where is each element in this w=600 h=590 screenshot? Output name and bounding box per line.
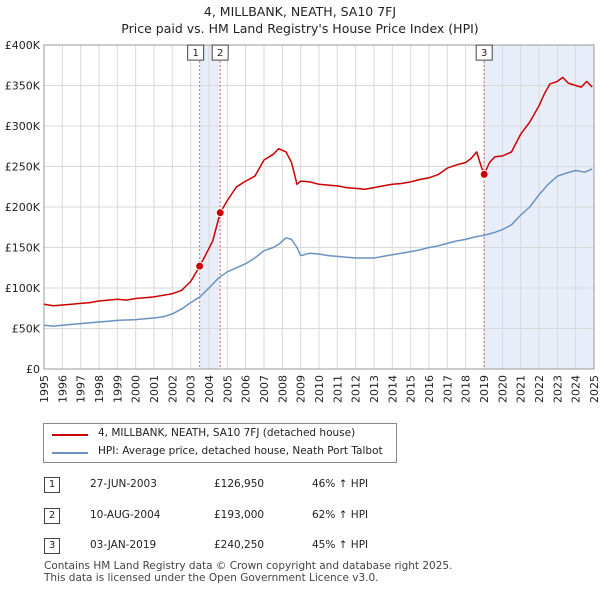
- x-tick-label: 1996: [56, 375, 69, 403]
- sale-marker-label: 2: [217, 48, 223, 59]
- transaction-hpi: 46% ↑ HPI: [312, 478, 369, 490]
- y-tick-label: £350K: [5, 80, 41, 93]
- x-tick-label: 2008: [276, 375, 289, 403]
- x-tick-label: 2002: [166, 375, 179, 403]
- sale-marker-label: 3: [481, 48, 487, 59]
- x-tick-label: 2013: [368, 375, 381, 403]
- chart-subtitle: Price paid vs. HM Land Registry's House …: [121, 21, 479, 36]
- y-tick-label: £200K: [5, 201, 41, 214]
- legend-item-hpi: HPI: Average price, detached house, Neat…: [44, 444, 396, 462]
- transaction-row: 3 03-JAN-2019 £240,250 45% ↑ HPI: [0, 538, 600, 560]
- transaction-hpi: 45% ↑ HPI: [312, 539, 369, 551]
- transaction-number: 3: [44, 538, 60, 554]
- x-tick-label: 2010: [313, 375, 326, 403]
- x-tick-label: 2021: [515, 375, 528, 403]
- sale-marker-box: [187, 44, 205, 61]
- transaction-date: 27-JUN-2003: [90, 478, 157, 490]
- x-tick-label: 1998: [93, 375, 106, 403]
- x-tick-label: 2004: [203, 375, 216, 403]
- legend-label-property: 4, MILLBANK, NEATH, SA10 7FJ (detached h…: [98, 427, 356, 439]
- y-tick-label: £300K: [5, 120, 41, 133]
- x-tick-label: 2003: [185, 375, 198, 403]
- x-tick-label: 1999: [111, 375, 124, 403]
- series-line: [43, 76, 593, 307]
- x-tick-label: 2023: [551, 375, 564, 403]
- y-tick-label: £50K: [12, 323, 41, 336]
- footer-line-licence: This data is licensed under the Open Gov…: [44, 572, 379, 584]
- x-tick-label: 2014: [386, 375, 399, 403]
- x-tick-label: 2017: [441, 375, 454, 403]
- chart-title: 4, MILLBANK, NEATH, SA10 7FJ: [203, 4, 397, 19]
- transaction-price: £126,950: [214, 478, 265, 490]
- x-tick-label: 2009: [295, 375, 308, 403]
- x-tick-label: 2019: [478, 375, 491, 403]
- transaction-date: 10-AUG-2004: [90, 509, 161, 521]
- price-chart: £0 £50K £100K £150K £200K £250K £300K £350K £400…: [5, 39, 600, 403]
- x-tick-label: 2005: [221, 375, 234, 403]
- transaction-date: 03-JAN-2019: [90, 539, 157, 551]
- x-tick-label: 2006: [240, 375, 253, 403]
- transaction-price: £193,000: [214, 509, 265, 521]
- sale-point: [195, 261, 205, 271]
- transaction-hpi: 62% ↑ HPI: [312, 509, 369, 521]
- x-tick-label: 2001: [148, 375, 161, 403]
- y-tick-label: £250K: [5, 161, 41, 174]
- transaction-row: 2 10-AUG-2004 £193,000 62% ↑ HPI: [0, 508, 600, 530]
- plot-frame: [43, 44, 595, 370]
- legend-label-hpi: HPI: Average price, detached house, Neat…: [98, 445, 383, 457]
- footer-note: Contains HM Land Registry data © Crown c…: [44, 560, 452, 584]
- x-tick-label: 2015: [405, 375, 418, 403]
- sale-marker-box: [211, 44, 229, 61]
- transaction-number: 1: [44, 477, 60, 493]
- x-tick-label: 2007: [258, 375, 271, 403]
- transaction-row: 1 27-JUN-2003 £126,950 46% ↑ HPI: [0, 477, 600, 499]
- footer-line-copyright: Contains HM Land Registry data © Crown c…: [44, 560, 453, 572]
- legend-item-property: 4, MILLBANK, NEATH, SA10 7FJ (detached h…: [44, 426, 396, 444]
- sale-point: [479, 169, 489, 179]
- legend-swatch-hpi: [52, 452, 88, 454]
- y-tick-label: £150K: [5, 242, 41, 255]
- y-tick-label: £400K: [5, 39, 41, 52]
- x-tick-label: 2022: [533, 375, 546, 403]
- y-tick-label: £0: [26, 363, 40, 376]
- y-tick-label: £100K: [5, 282, 41, 295]
- x-tick-label: 2018: [460, 375, 473, 403]
- sale-point: [215, 208, 225, 218]
- legend-swatch-property: [52, 434, 88, 436]
- x-tick-label: 2020: [496, 375, 509, 403]
- x-tick-label: 1995: [38, 375, 51, 403]
- sale-marker-label: 1: [192, 48, 198, 59]
- x-tick-label: 2012: [350, 375, 363, 403]
- x-tick-label: 1997: [75, 375, 88, 403]
- x-tick-label: 2011: [331, 375, 344, 403]
- series-line: [43, 168, 593, 327]
- x-tick-label: 2025: [588, 375, 600, 403]
- transaction-price: £240,250: [214, 539, 265, 551]
- sale-marker-box: [475, 44, 493, 61]
- x-tick-label: 2016: [423, 375, 436, 403]
- transaction-number: 2: [44, 508, 60, 524]
- x-tick-label: 2024: [570, 375, 583, 403]
- x-tick-label: 2000: [130, 375, 143, 403]
- legend: 4, MILLBANK, NEATH, SA10 7FJ (detached h…: [43, 423, 397, 463]
